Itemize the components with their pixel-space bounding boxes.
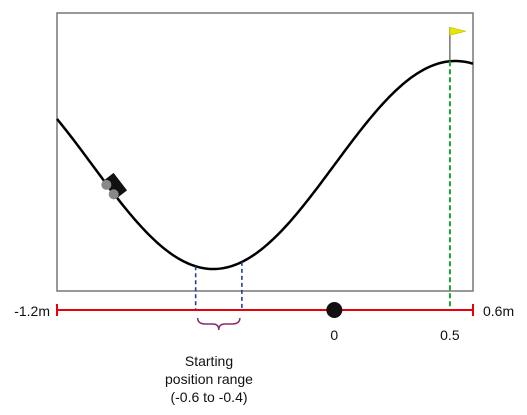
hill-curve <box>56 59 474 271</box>
axis-max-label: 0.6m <box>483 303 514 319</box>
start-range-label-line1: Starting <box>185 353 233 369</box>
environment-frame <box>56 12 474 292</box>
goal-flag-icon <box>449 26 466 62</box>
car-icon <box>101 172 128 200</box>
start-range-label-line2: position range <box>165 371 253 387</box>
origin-dot <box>326 302 343 318</box>
axis-min-label: -1.2m <box>14 303 50 319</box>
tick-label-0-5: 0.5 <box>440 327 460 343</box>
start-range-label-line3: (-0.6 to -0.4) <box>170 389 247 405</box>
tick-label-0: 0 <box>330 327 338 343</box>
start-range-brace <box>196 317 241 331</box>
